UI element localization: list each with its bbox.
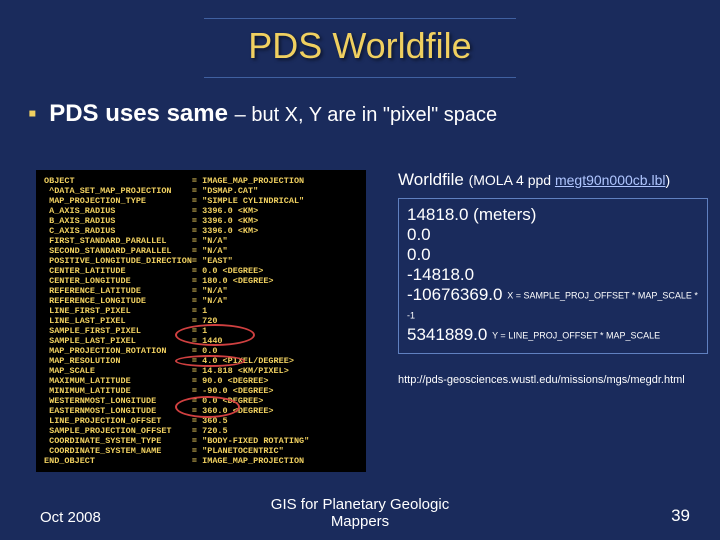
- code-line: MAP_SCALE = 14.818 <KM/PIXEL>: [44, 366, 358, 376]
- code-line: CENTER_LONGITUDE = 180.0 <DEGREE>: [44, 276, 358, 286]
- source-url[interactable]: http://pds-geosciences.wustl.edu/mission…: [398, 374, 708, 386]
- code-line: B_AXIS_RADIUS = 3396.0 <KM>: [44, 216, 358, 226]
- footer-page-number: 39: [671, 506, 690, 526]
- subtitle-main: PDS uses same: [49, 100, 228, 127]
- code-line: MINIMUM_LATITUDE = -90.0 <DEGREE>: [44, 386, 358, 396]
- title-wrap: PDS Worldfile: [0, 0, 720, 78]
- code-line: SECOND_STANDARD_PARALLEL = "N/A": [44, 246, 358, 256]
- code-line: CENTER_LATITUDE = 0.0 <DEGREE>: [44, 266, 358, 276]
- code-line: REFERENCE_LATITUDE = "N/A": [44, 286, 358, 296]
- code-line: A_AXIS_RADIUS = 3396.0 <KM>: [44, 206, 358, 216]
- worldfile-heading: Worldfile (MOLA 4 ppd megt90n000cb.lbl): [398, 170, 708, 190]
- footer-title-l1: GIS for Planetary Geologic: [271, 496, 449, 513]
- worldfile-values-box: 14818.0 (meters) 0.0 0.0 -14818.0 -10676…: [398, 198, 708, 354]
- slide-subtitle: ▪ PDS uses same – but X, Y are in "pixel…: [28, 100, 720, 128]
- worldfile-row: 14818.0 (meters): [407, 205, 699, 225]
- worldfile-formula: X = SAMPLE_PROJ_OFFSET * MAP_SCALE * -1: [407, 291, 698, 321]
- highlight-ring-icon: [175, 355, 245, 367]
- bullet-icon: ▪: [28, 100, 37, 127]
- code-line: COORDINATE_SYSTEM_NAME = "PLANETOCENTRIC…: [44, 446, 358, 456]
- code-line: END_OBJECT = IMAGE_MAP_PROJECTION: [44, 456, 358, 466]
- highlight-ring-icon: [175, 396, 240, 418]
- code-line: ^DATA_SET_MAP_PROJECTION = "DSMAP.CAT": [44, 186, 358, 196]
- code-line: LINE_FIRST_PIXEL = 1: [44, 306, 358, 316]
- code-line: MAXIMUM_LATITUDE = 90.0 <DEGREE>: [44, 376, 358, 386]
- worldfile-row: 0.0: [407, 225, 699, 245]
- code-line: REFERENCE_LONGITUDE = "N/A": [44, 296, 358, 306]
- worldfile-panel: Worldfile (MOLA 4 ppd megt90n000cb.lbl) …: [398, 170, 708, 386]
- worldfile-row: -14818.0: [407, 265, 699, 285]
- pds-label-code: OBJECT = IMAGE_MAP_PROJECTION ^DATA_SET_…: [36, 170, 366, 472]
- subtitle-tail: – but X, Y are in "pixel" space: [235, 104, 498, 126]
- slide-title: PDS Worldfile: [204, 18, 515, 78]
- worldfile-paren-tail: ): [665, 172, 670, 188]
- code-line: FIRST_STANDARD_PARALLEL = "N/A": [44, 236, 358, 246]
- worldfile-row: -10676369.0 X = SAMPLE_PROJ_OFFSET * MAP…: [407, 285, 699, 325]
- code-line: C_AXIS_RADIUS = 3396.0 <KM>: [44, 226, 358, 236]
- footer-title: GIS for Planetary Geologic Mappers: [0, 496, 720, 530]
- worldfile-row: 0.0: [407, 245, 699, 265]
- highlight-ring-icon: [175, 324, 255, 346]
- worldfile-paren-lead: (MOLA 4 ppd: [469, 172, 555, 188]
- worldfile-row: 5341889.0 Y = LINE_PROJ_OFFSET * MAP_SCA…: [407, 325, 699, 345]
- worldfile-formula: Y = LINE_PROJ_OFFSET * MAP_SCALE: [492, 331, 660, 341]
- code-line: SAMPLE_PROJECTION_OFFSET = 720.5: [44, 426, 358, 436]
- worldfile-head-lead: Worldfile: [398, 170, 464, 189]
- code-line: POSITIVE_LONGITUDE_DIRECTION= "EAST": [44, 256, 358, 266]
- code-line: LINE_PROJECTION_OFFSET = 360.5: [44, 416, 358, 426]
- worldfile-label-link[interactable]: megt90n000cb.lbl: [555, 172, 666, 188]
- code-line: MAP_PROJECTION_TYPE = "SIMPLE CYLINDRICA…: [44, 196, 358, 206]
- code-line: COORDINATE_SYSTEM_TYPE = "BODY-FIXED ROT…: [44, 436, 358, 446]
- code-line: OBJECT = IMAGE_MAP_PROJECTION: [44, 176, 358, 186]
- footer-title-l2: Mappers: [331, 513, 389, 530]
